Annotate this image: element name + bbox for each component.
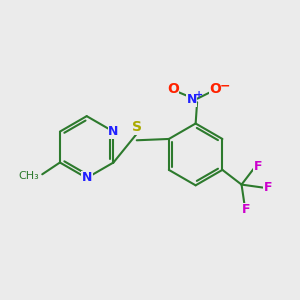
Text: N: N [108,125,119,138]
Text: O: O [209,82,221,96]
Text: F: F [263,181,272,194]
Text: N: N [82,172,92,184]
Text: −: − [220,79,230,92]
Text: CH₃: CH₃ [18,171,39,181]
Text: F: F [242,203,250,216]
Text: +: + [195,90,203,100]
Text: O: O [167,82,179,96]
Text: F: F [254,160,262,173]
Text: S: S [132,120,142,134]
Text: N: N [187,93,197,106]
